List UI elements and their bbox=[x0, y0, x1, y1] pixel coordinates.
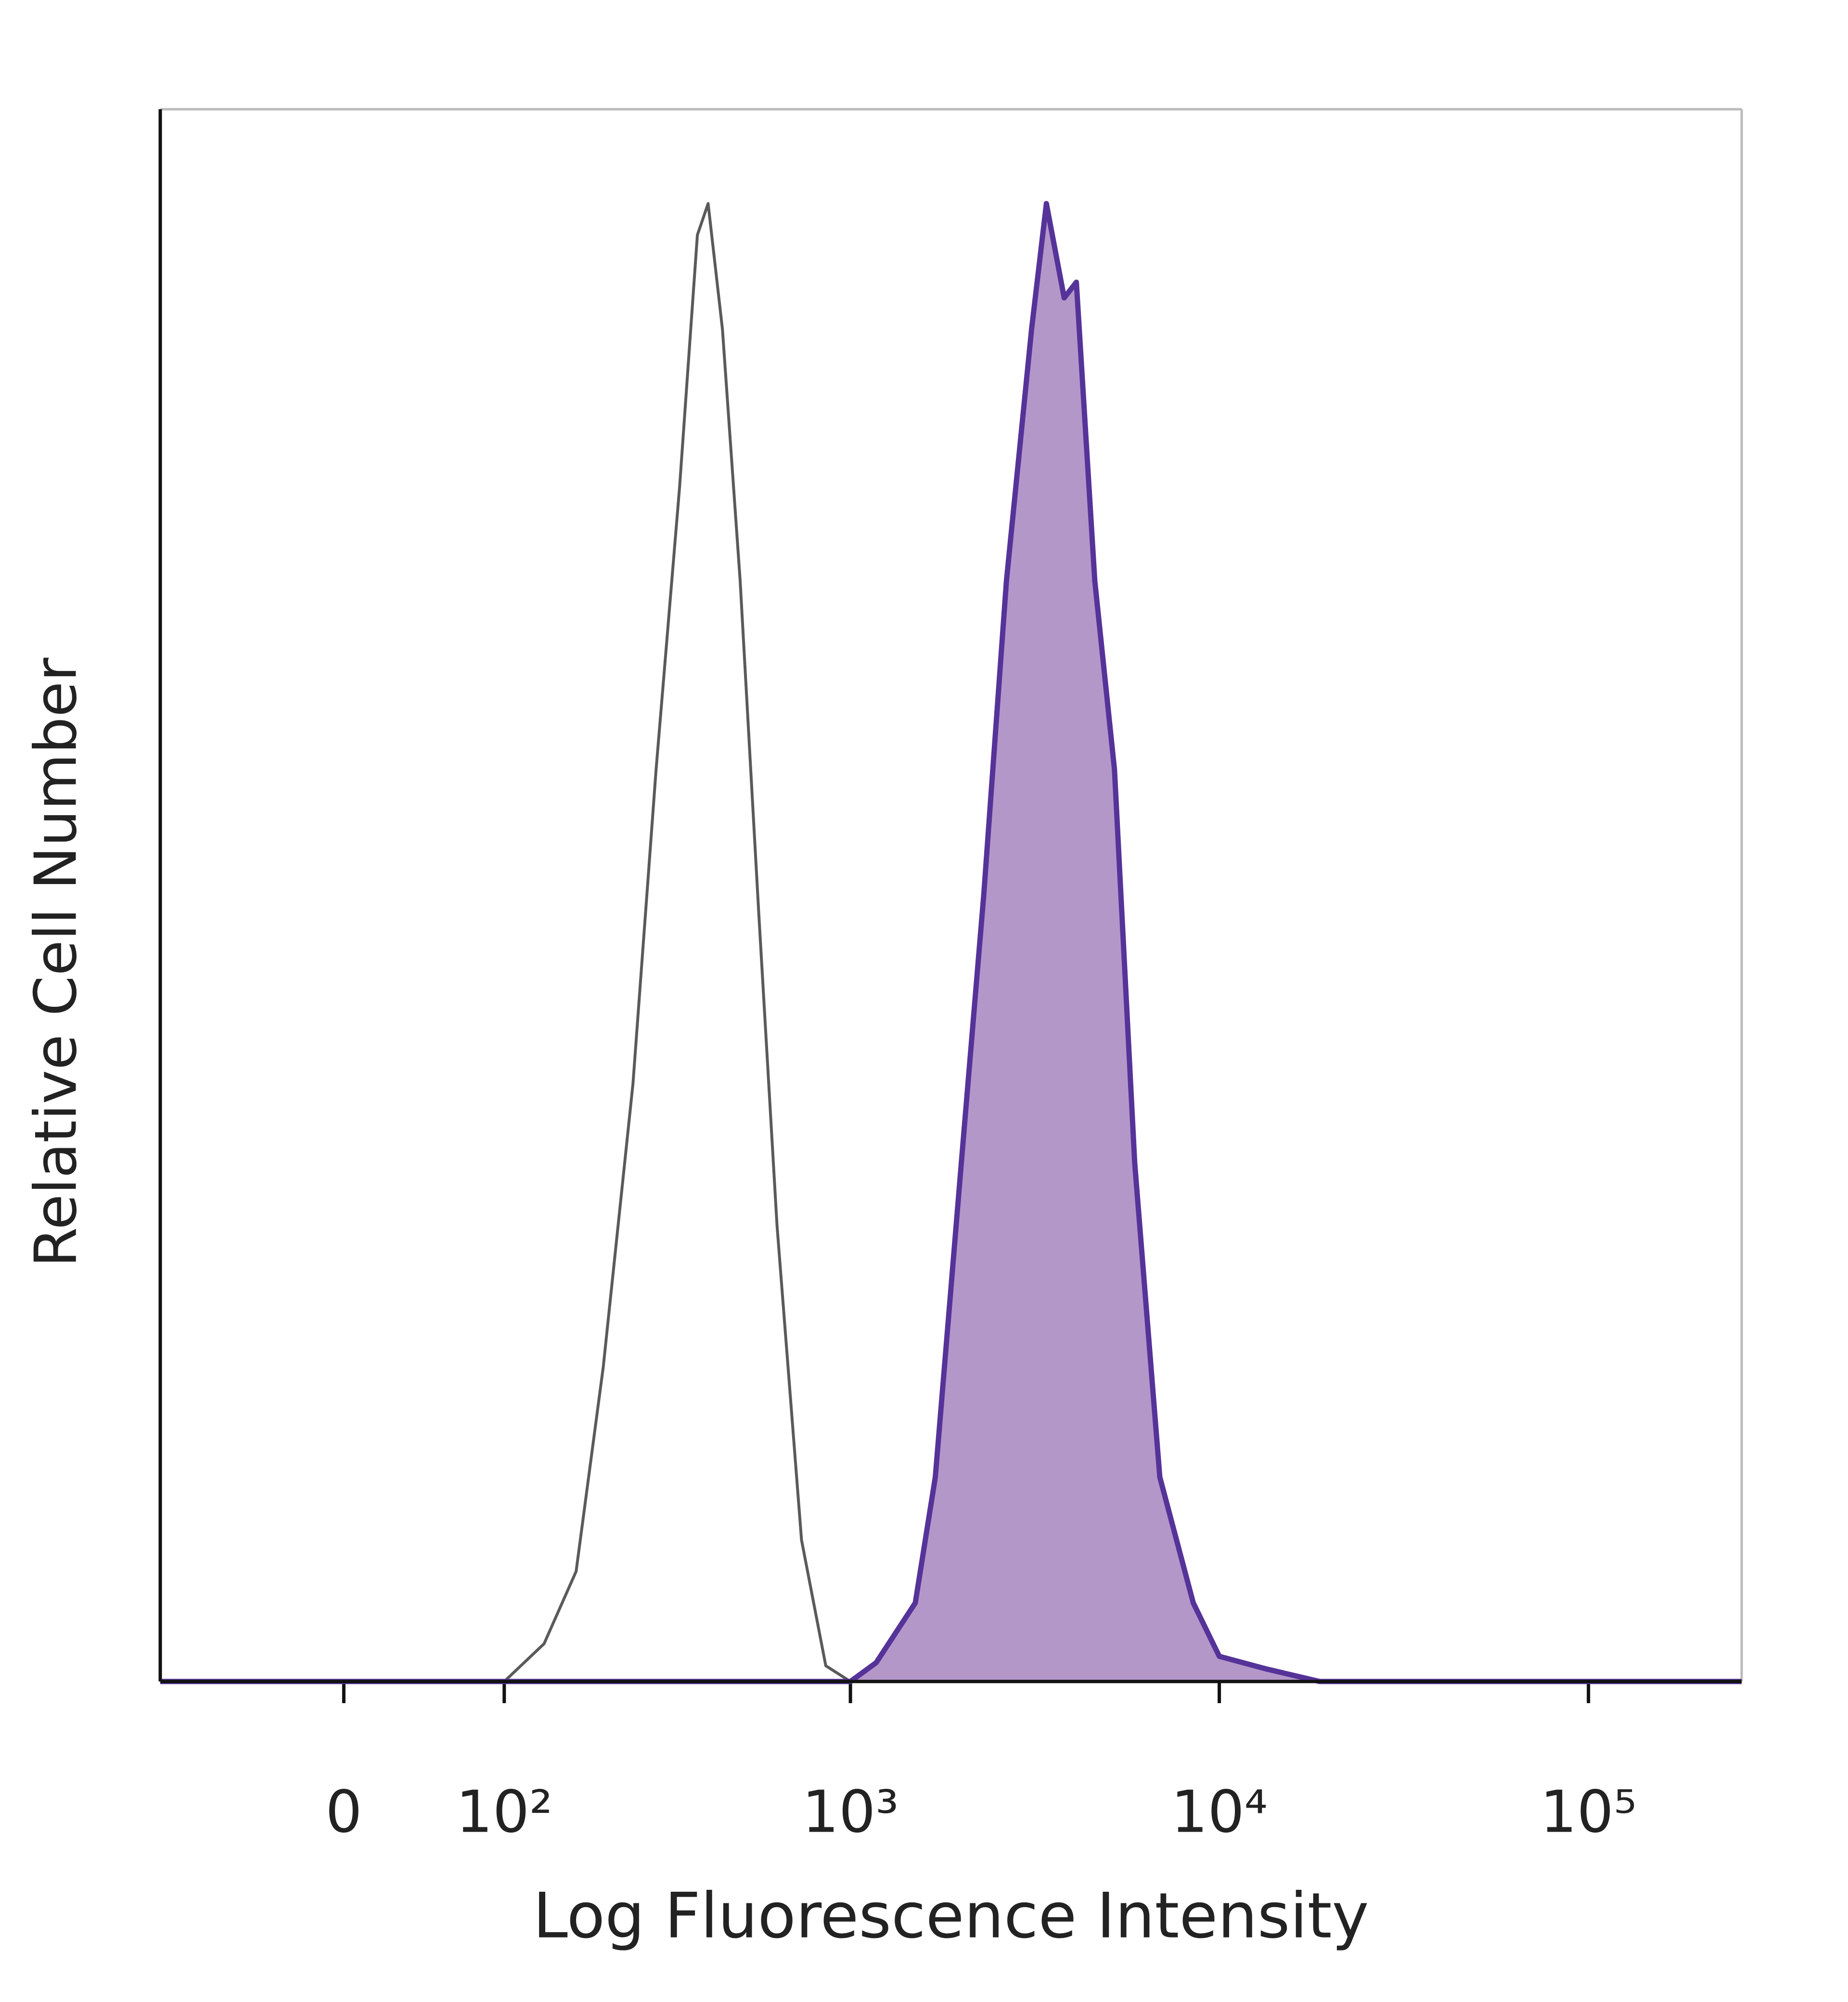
x-tick-label: 10⁵ bbox=[1540, 1779, 1637, 1846]
x-tick-label: 0 bbox=[325, 1779, 362, 1846]
line bbox=[160, 201, 1742, 1684]
line bbox=[160, 202, 851, 1683]
x-tick-label: 10² bbox=[456, 1779, 552, 1846]
x-axis-title: Log Fluorescence Intensity bbox=[533, 1879, 1369, 1952]
area bbox=[160, 204, 1742, 1681]
y-axis-title: Relative Cell Number bbox=[23, 657, 90, 1267]
x-tick-label: 10³ bbox=[802, 1779, 899, 1846]
x-tick-label: 10⁴ bbox=[1171, 1779, 1268, 1846]
